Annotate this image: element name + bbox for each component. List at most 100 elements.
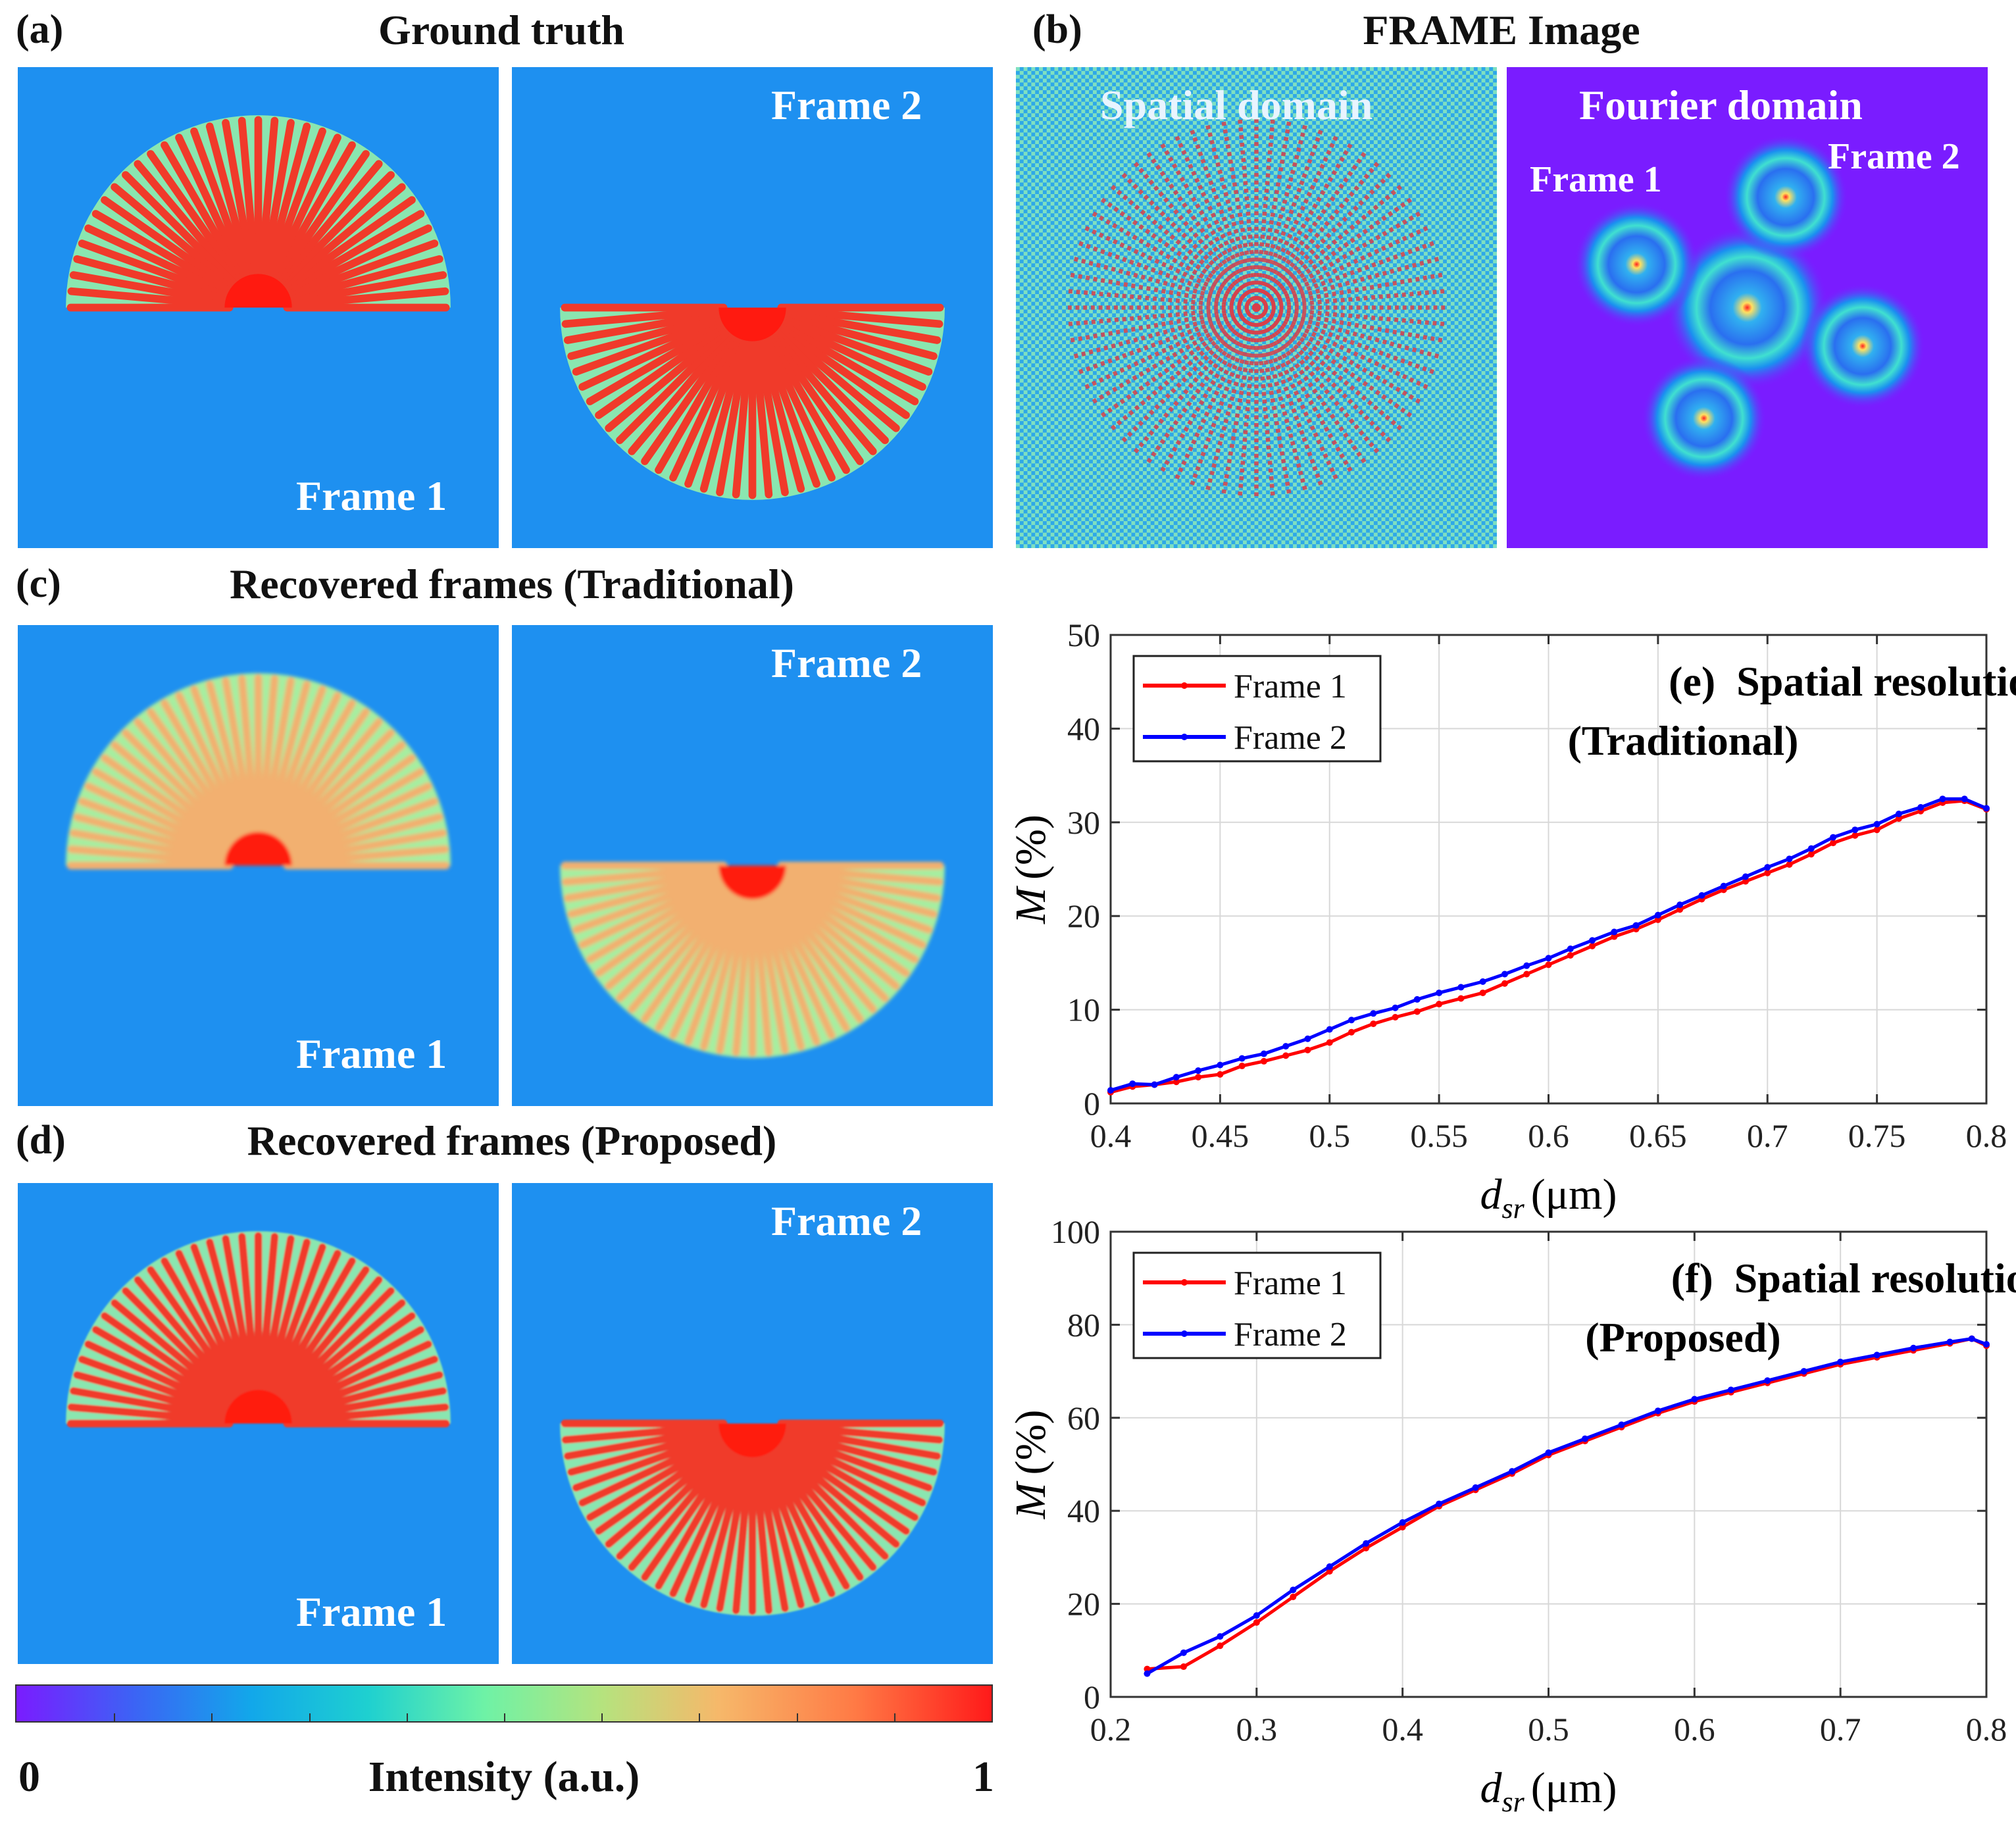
- colorbar-tick: [796, 1713, 798, 1721]
- chart-subtitle: (Traditional): [1568, 717, 1799, 764]
- y-tick-label: 100: [1051, 1213, 1100, 1250]
- data-point: [1567, 946, 1574, 953]
- data-point: [1172, 1074, 1180, 1081]
- siemens-star-half: [66, 115, 451, 312]
- legend-marker: [1181, 1330, 1188, 1337]
- data-point: [1326, 1026, 1333, 1033]
- x-axis-label-unit: (μm): [1531, 1171, 1617, 1219]
- data-point: [1479, 978, 1486, 985]
- y-tick-label: 40: [1067, 710, 1100, 747]
- siemens-star-half: [560, 303, 945, 500]
- data-point: [1852, 826, 1859, 834]
- data-point: [1852, 832, 1859, 839]
- data-point: [1611, 928, 1618, 936]
- x-tick-label: 0.45: [1192, 1117, 1249, 1154]
- fourier-domain-label: Fourier domain: [1579, 82, 1863, 128]
- data-point: [1282, 1043, 1290, 1050]
- panel-a-title: Ground truth: [378, 7, 625, 53]
- data-point: [1144, 1670, 1151, 1677]
- y-axis-label: M (%): [1007, 815, 1055, 924]
- colorbar-min-label: 0: [18, 1753, 40, 1801]
- data-point: [1968, 1335, 1975, 1342]
- data-point: [1764, 864, 1771, 871]
- y-axis-label-main: M: [1007, 885, 1055, 924]
- data-point: [1632, 922, 1640, 929]
- data-point: [1720, 882, 1727, 890]
- data-point: [1195, 1074, 1202, 1081]
- data-point: [1253, 1619, 1260, 1626]
- data-point: [1457, 995, 1465, 1002]
- y-tick-label: 0: [1084, 1085, 1100, 1122]
- data-point: [1370, 1010, 1377, 1017]
- frame2-label: Frame 2: [771, 1198, 922, 1244]
- data-point: [1399, 1523, 1406, 1530]
- data-point: [1946, 1338, 1953, 1346]
- siemens-star-half: [560, 861, 945, 1058]
- data-point: [1764, 869, 1771, 876]
- data-point: [1581, 1435, 1588, 1442]
- x-tick-label: 0.65: [1629, 1117, 1687, 1154]
- colorbar-max-label: 1: [972, 1753, 994, 1801]
- x-tick-label: 0.8: [1966, 1117, 2007, 1154]
- data-point: [1676, 906, 1684, 913]
- frame-spatial-domain-image: [1016, 67, 1497, 548]
- data-point: [1195, 1067, 1202, 1074]
- frame2-label: Frame 2: [771, 640, 922, 686]
- y-axis-label-main: M: [1007, 1480, 1055, 1519]
- legend-label: Frame 2: [1234, 719, 1347, 757]
- x-axis-label-main: d: [1480, 1764, 1503, 1812]
- data-point: [1545, 955, 1552, 962]
- proposed-frame2-image: [512, 1183, 993, 1664]
- y-tick-label: 50: [1067, 617, 1100, 653]
- panel-c-label: (c): [16, 561, 61, 606]
- data-point: [1983, 805, 1990, 812]
- siemens-star-half: [66, 1231, 451, 1428]
- data-point: [1589, 942, 1596, 949]
- x-axis-label-main: d: [1480, 1171, 1503, 1219]
- traditional-frame1-image: [18, 625, 499, 1106]
- data-point: [1501, 971, 1508, 978]
- frame2-label: Frame 2: [771, 82, 922, 128]
- x-axis-label-unit: (μm): [1531, 1764, 1617, 1812]
- data-point: [1545, 1449, 1552, 1456]
- panel-d-label: (d): [16, 1118, 66, 1163]
- data-point: [1676, 901, 1684, 909]
- data-point: [1727, 1386, 1734, 1394]
- ground-truth-frame1-image: [18, 67, 499, 548]
- x-axis-label-sub: sr: [1502, 1786, 1525, 1818]
- data-point: [1370, 1020, 1377, 1027]
- y-tick-label: 30: [1067, 804, 1100, 841]
- data-point: [1807, 845, 1815, 852]
- data-point: [1786, 855, 1793, 863]
- data-point: [1764, 1377, 1771, 1384]
- data-point: [1961, 795, 1968, 803]
- data-point: [1545, 961, 1552, 969]
- data-point: [1698, 892, 1705, 899]
- data-point: [1910, 1344, 1917, 1351]
- data-point: [1399, 1519, 1406, 1526]
- axes-frame: [1109, 634, 1988, 1105]
- data-point: [1413, 996, 1421, 1003]
- data-point: [1873, 826, 1880, 834]
- panel-b-title: FRAME Image: [1363, 7, 1640, 53]
- data-point: [1800, 1368, 1807, 1375]
- frame1-label: Frame 1: [296, 1030, 447, 1077]
- legend: [1132, 655, 1382, 763]
- data-point: [1742, 878, 1749, 885]
- colorbar-title: Intensity (a.u.): [368, 1753, 640, 1801]
- data-point: [1691, 1396, 1698, 1403]
- data-point: [1217, 1642, 1224, 1650]
- axes-frame: [1109, 1230, 1988, 1698]
- data-point: [1501, 980, 1508, 987]
- fourier-spots: [1574, 134, 1925, 481]
- colorbar-tick: [699, 1713, 701, 1721]
- data-point: [1895, 810, 1902, 817]
- data-point: [1654, 911, 1661, 919]
- legend-label: Frame 1: [1234, 1265, 1347, 1302]
- x-tick-label: 0.3: [1236, 1711, 1278, 1748]
- data-point: [1611, 933, 1618, 940]
- data-point: [1472, 1484, 1479, 1491]
- colorbar-tick: [504, 1713, 505, 1721]
- data-point: [1107, 1087, 1114, 1094]
- y-tick-label: 20: [1067, 1586, 1100, 1623]
